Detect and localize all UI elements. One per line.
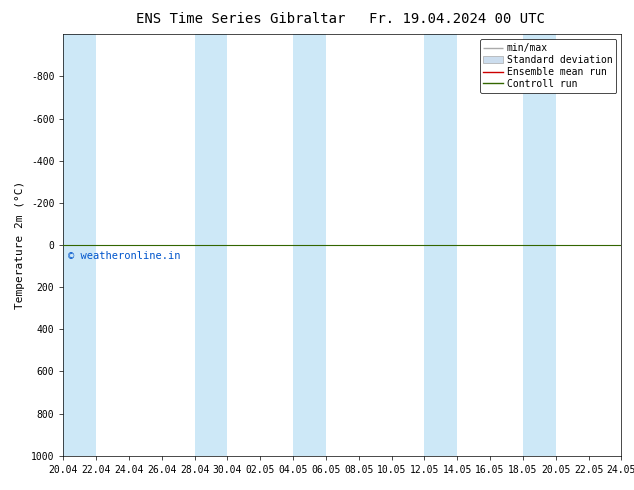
Bar	[63, 34, 96, 456]
Bar	[523, 34, 555, 456]
Bar	[293, 34, 326, 456]
Text: Fr. 19.04.2024 00 UTC: Fr. 19.04.2024 00 UTC	[368, 12, 545, 26]
Text: ENS Time Series Gibraltar: ENS Time Series Gibraltar	[136, 12, 346, 26]
Y-axis label: Temperature 2m (°C): Temperature 2m (°C)	[15, 181, 25, 309]
Legend: min/max, Standard deviation, Ensemble mean run, Controll run: min/max, Standard deviation, Ensemble me…	[479, 39, 616, 93]
Bar	[195, 34, 228, 456]
Bar	[424, 34, 457, 456]
Text: © weatheronline.in: © weatheronline.in	[68, 251, 181, 261]
